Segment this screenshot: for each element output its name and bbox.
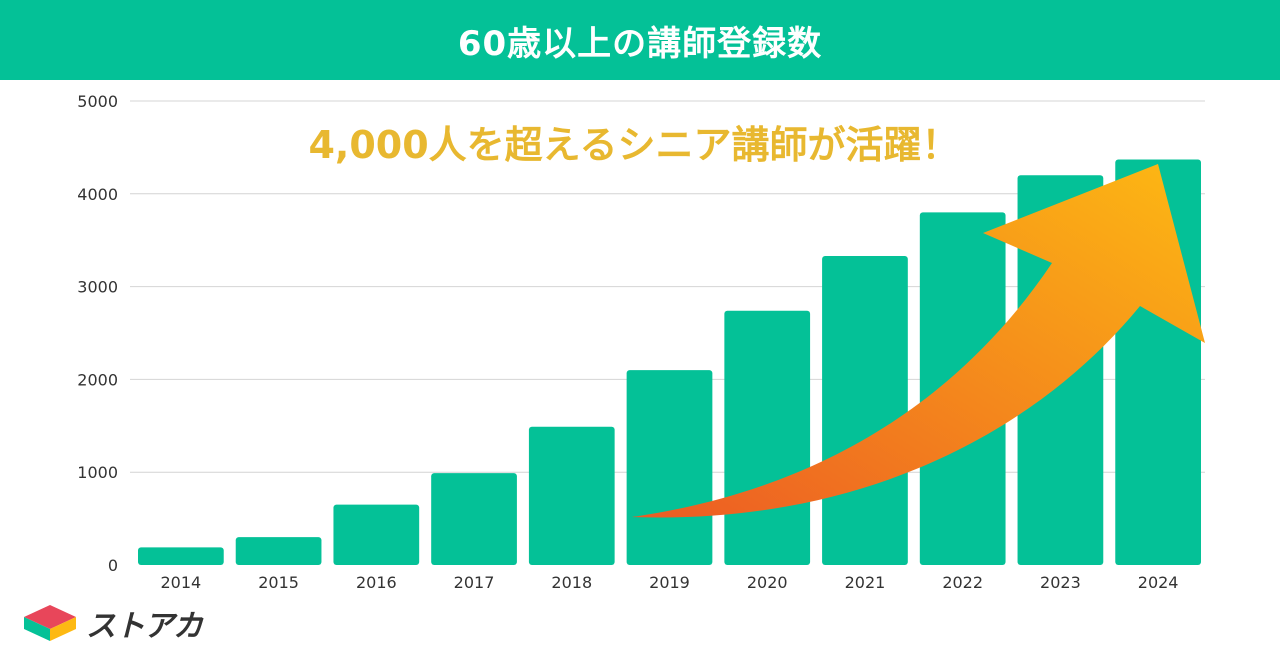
x-tick-label: 2020 bbox=[747, 573, 788, 592]
y-tick-label: 4000 bbox=[77, 185, 118, 204]
x-tick-label: 2016 bbox=[356, 573, 397, 592]
x-tick-label: 2023 bbox=[1040, 573, 1081, 592]
y-tick-label: 5000 bbox=[77, 92, 118, 111]
bar-2018 bbox=[528, 426, 615, 565]
bar-2021 bbox=[822, 255, 908, 565]
y-tick-label: 3000 bbox=[77, 278, 118, 297]
y-tick-label: 0 bbox=[108, 556, 118, 575]
bar-2015 bbox=[235, 537, 322, 565]
x-tick-label: 2017 bbox=[454, 573, 495, 592]
bar-chart: 0 1000 2000 3000 4000 5000 2014 2015 2016 2017 20… bbox=[77, 92, 1205, 592]
bar-2019 bbox=[626, 370, 713, 565]
page-title: 60歳以上の講師登録数 bbox=[457, 23, 823, 64]
bar-2020 bbox=[724, 310, 811, 565]
brand-logo: ストアカ bbox=[22, 600, 203, 646]
x-tick-label: 2014 bbox=[161, 573, 202, 592]
y-tick-label: 1000 bbox=[77, 463, 118, 482]
header-banner: 60歳以上の講師登録数 bbox=[0, 0, 1280, 80]
y-tick-label: 2000 bbox=[77, 370, 118, 389]
cube-logo-icon bbox=[24, 605, 76, 641]
growth-arrow-icon bbox=[632, 164, 1205, 518]
x-tick-label: 2024 bbox=[1138, 573, 1179, 592]
x-tick-label: 2021 bbox=[845, 573, 886, 592]
x-tick-label: 2019 bbox=[649, 573, 690, 592]
bar-2014 bbox=[138, 547, 224, 565]
x-tick-label: 2022 bbox=[942, 573, 983, 592]
brand-name: ストアカ bbox=[86, 609, 203, 644]
bar-2017 bbox=[431, 473, 517, 565]
bar-2016 bbox=[333, 504, 420, 565]
chart-annotation: 4,000人を超えるシニア講師が活躍！ bbox=[308, 123, 959, 167]
x-tick-label: 2018 bbox=[551, 573, 592, 592]
x-tick-label: 2015 bbox=[258, 573, 299, 592]
